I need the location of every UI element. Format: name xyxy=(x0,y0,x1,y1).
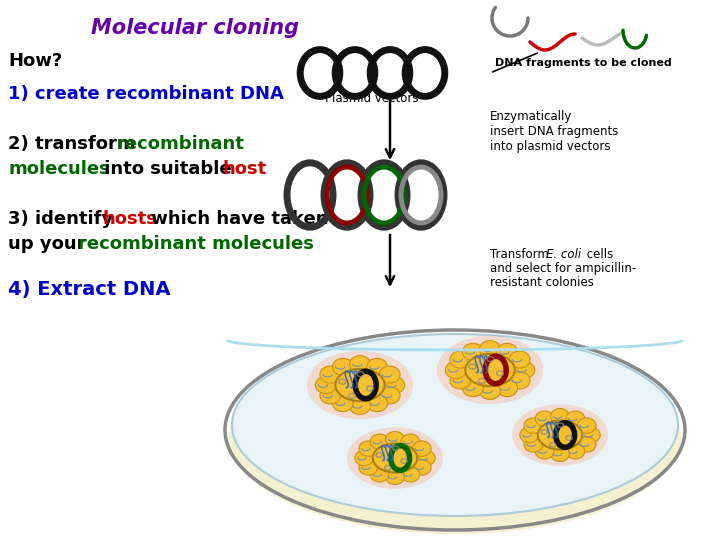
Ellipse shape xyxy=(509,372,530,389)
Ellipse shape xyxy=(370,467,389,482)
Text: E. coli: E. coli xyxy=(546,248,581,261)
Ellipse shape xyxy=(413,460,431,475)
Ellipse shape xyxy=(535,411,554,427)
Ellipse shape xyxy=(370,434,389,449)
Ellipse shape xyxy=(379,387,400,404)
Text: up your: up your xyxy=(8,235,91,253)
Ellipse shape xyxy=(551,446,570,462)
Ellipse shape xyxy=(577,418,596,433)
Ellipse shape xyxy=(480,382,500,400)
Ellipse shape xyxy=(581,427,600,443)
Text: host: host xyxy=(222,160,266,178)
Ellipse shape xyxy=(229,342,681,534)
Text: which have taken: which have taken xyxy=(145,210,328,228)
Ellipse shape xyxy=(524,418,543,433)
Ellipse shape xyxy=(315,376,336,394)
Ellipse shape xyxy=(359,460,378,475)
Ellipse shape xyxy=(509,351,530,368)
Text: recombinant: recombinant xyxy=(116,135,244,153)
Text: 4) Extract DNA: 4) Extract DNA xyxy=(8,280,171,299)
Ellipse shape xyxy=(413,441,431,456)
Ellipse shape xyxy=(307,351,413,419)
Ellipse shape xyxy=(450,351,471,368)
Ellipse shape xyxy=(333,359,354,375)
Text: hosts: hosts xyxy=(103,210,158,228)
Text: Molecular cloning: Molecular cloning xyxy=(91,18,299,38)
Ellipse shape xyxy=(446,361,467,379)
Ellipse shape xyxy=(232,334,678,516)
Ellipse shape xyxy=(416,450,435,465)
Ellipse shape xyxy=(320,366,341,383)
Ellipse shape xyxy=(349,355,371,373)
Ellipse shape xyxy=(551,408,570,424)
Ellipse shape xyxy=(373,443,417,472)
Ellipse shape xyxy=(386,431,405,447)
Ellipse shape xyxy=(336,369,384,401)
Ellipse shape xyxy=(386,469,405,484)
Ellipse shape xyxy=(535,443,554,459)
Ellipse shape xyxy=(379,366,400,383)
Ellipse shape xyxy=(497,343,518,361)
Text: Enzymatically
insert DNA fragments
into plasmid vectors: Enzymatically insert DNA fragments into … xyxy=(490,110,618,153)
Ellipse shape xyxy=(450,372,471,389)
Ellipse shape xyxy=(538,421,582,449)
Ellipse shape xyxy=(401,467,420,482)
Ellipse shape xyxy=(366,359,387,375)
Ellipse shape xyxy=(437,336,543,404)
Ellipse shape xyxy=(384,376,405,394)
Text: Transform: Transform xyxy=(490,248,553,261)
Ellipse shape xyxy=(320,387,341,404)
Ellipse shape xyxy=(349,397,371,415)
Ellipse shape xyxy=(512,404,608,466)
Ellipse shape xyxy=(366,395,387,411)
Ellipse shape xyxy=(497,380,518,397)
Ellipse shape xyxy=(577,437,596,452)
Text: and select for ampicillin-: and select for ampicillin- xyxy=(490,262,636,275)
Ellipse shape xyxy=(514,361,535,379)
Text: 1) create recombinant DNA: 1) create recombinant DNA xyxy=(8,85,284,103)
Ellipse shape xyxy=(401,434,420,449)
Text: 2) transform: 2) transform xyxy=(8,135,142,153)
Text: cells: cells xyxy=(583,248,613,261)
Text: into suitable: into suitable xyxy=(98,160,238,178)
Text: Plasmid vectors: Plasmid vectors xyxy=(325,92,419,105)
Text: molecules: molecules xyxy=(8,160,109,178)
Text: resistant colonies: resistant colonies xyxy=(490,276,594,289)
Ellipse shape xyxy=(520,427,539,443)
Text: recombinant molecules: recombinant molecules xyxy=(78,235,314,253)
Ellipse shape xyxy=(333,395,354,411)
Ellipse shape xyxy=(347,427,443,489)
Ellipse shape xyxy=(355,450,374,465)
Ellipse shape xyxy=(524,437,543,452)
Ellipse shape xyxy=(566,443,585,459)
Ellipse shape xyxy=(359,441,378,456)
Ellipse shape xyxy=(462,343,483,361)
Ellipse shape xyxy=(465,354,515,386)
Text: DNA fragments to be cloned: DNA fragments to be cloned xyxy=(495,58,672,68)
Ellipse shape xyxy=(462,380,483,397)
Text: How?: How? xyxy=(8,52,62,70)
Text: 3) identify: 3) identify xyxy=(8,210,120,228)
Ellipse shape xyxy=(480,341,500,357)
Ellipse shape xyxy=(566,411,585,427)
